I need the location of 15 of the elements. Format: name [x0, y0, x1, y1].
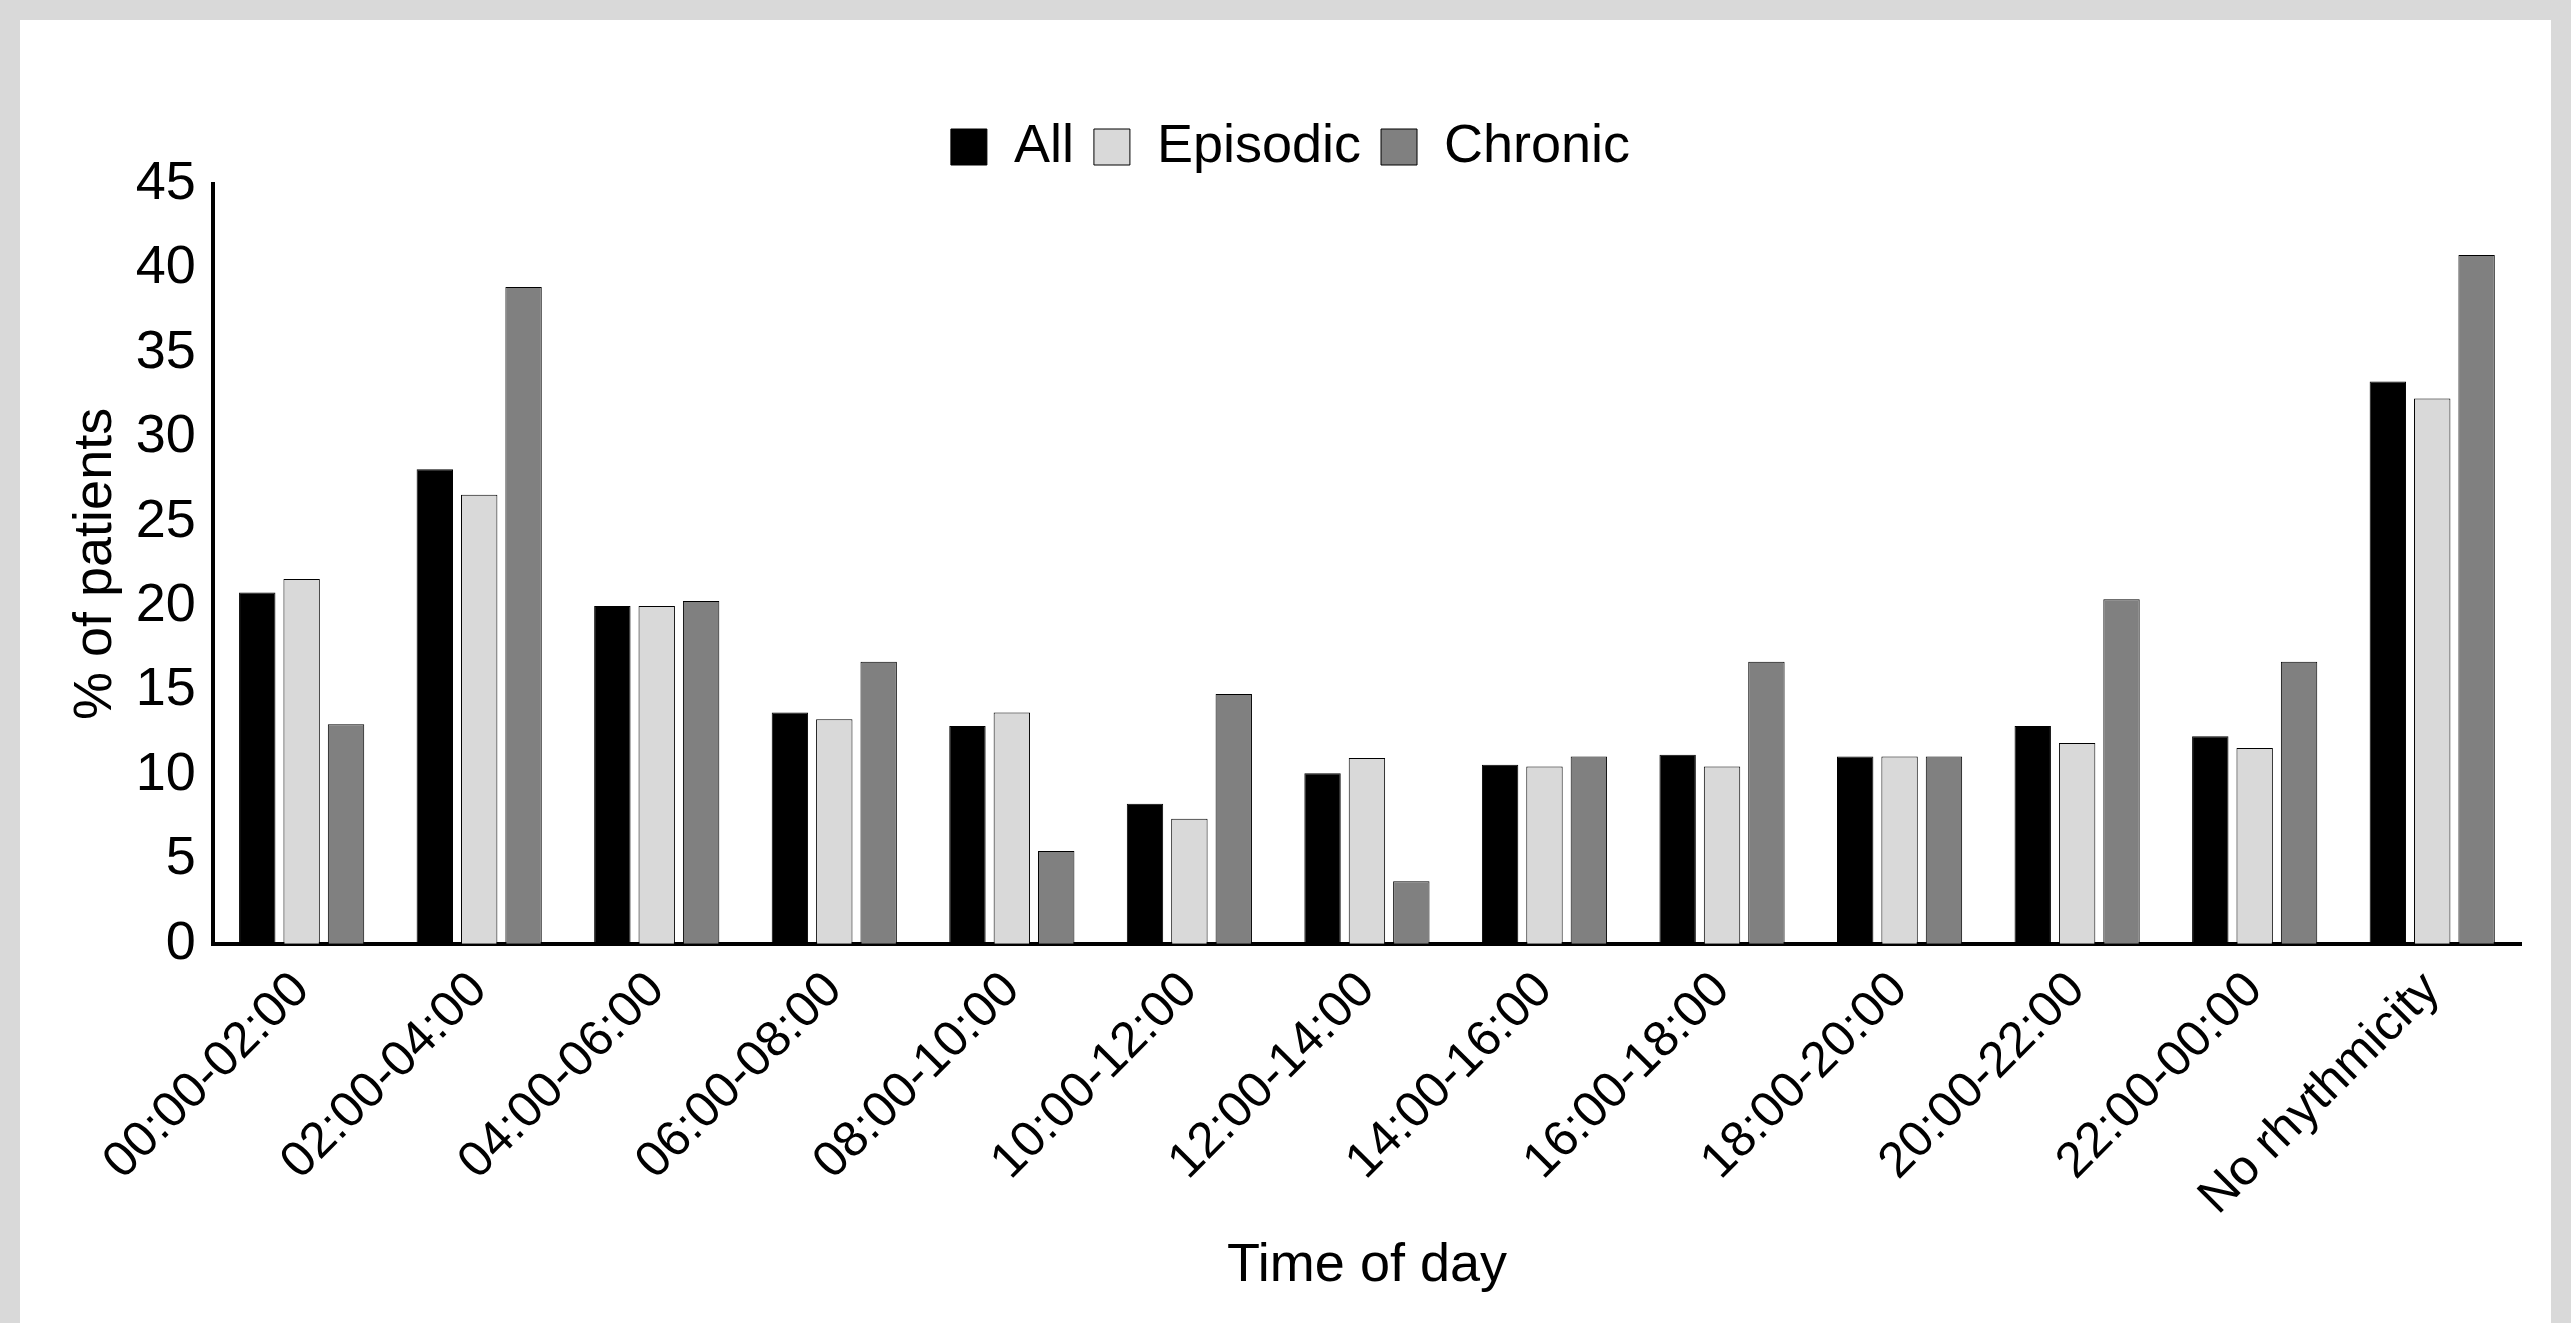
y-tick-label: 35	[135, 318, 196, 379]
legend-label: Chronic	[1444, 112, 1631, 173]
y-tick-label: 20	[135, 572, 196, 633]
y-tick-label: 30	[135, 403, 196, 464]
y-tick-label: 0	[165, 909, 196, 970]
y-tick-label: 45	[135, 149, 196, 210]
y-tick-label: 25	[135, 487, 196, 548]
y-axis-title: % of patients	[62, 407, 123, 720]
y-tick-label: 15	[135, 656, 196, 717]
y-tick-label: 40	[135, 234, 196, 295]
legend-label: All	[1013, 112, 1074, 173]
x-axis-title: Time of day	[1226, 1232, 1507, 1293]
y-tick-label: 10	[135, 740, 196, 801]
legend-label: Episodic	[1156, 112, 1362, 173]
y-tick-label: 5	[165, 825, 196, 886]
